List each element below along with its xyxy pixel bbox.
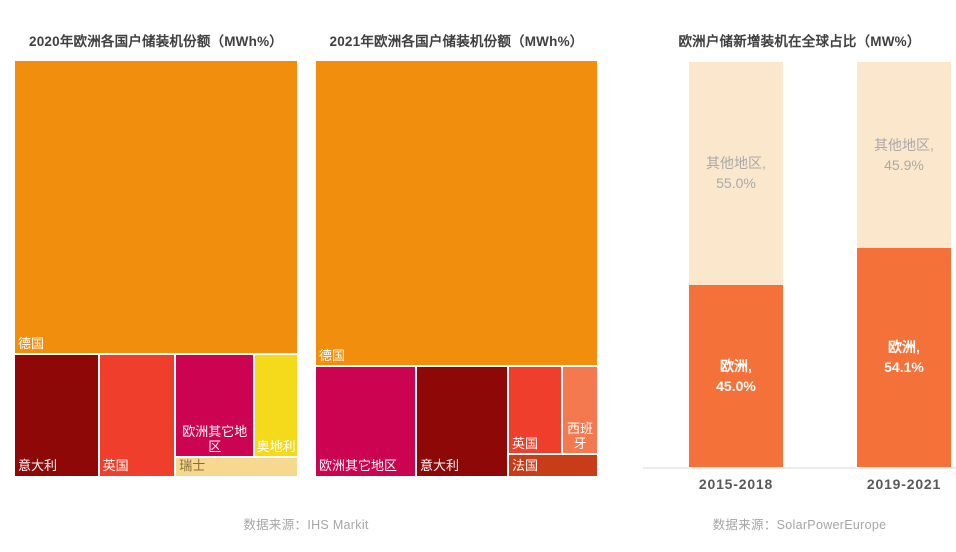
stacked-bar-2015-2018[interactable]: 其他地区, 55.0% 欧洲, 45.0%: [689, 62, 783, 467]
bar-segment[interactable]: 其他地区, 55.0%: [689, 62, 783, 285]
x-axis-line: [643, 467, 956, 469]
bar-segment[interactable]: 欧洲, 54.1%: [857, 247, 951, 467]
bar-chart-title: 欧洲户储新增装机在全球占比（MW%）: [678, 34, 921, 49]
tile-label: 奥地利: [256, 438, 296, 454]
bar-segment-label: 其他地区, 45.9%: [874, 136, 934, 173]
stacked-bar-chart: 其他地区, 55.0% 欧洲, 45.0% 其他地区, 45.9% 欧洲, 54.1%…: [643, 60, 956, 493]
treemap-tile[interactable]: 法国: [508, 454, 598, 477]
bar-segment[interactable]: 其他地区, 45.9%: [857, 62, 951, 248]
tile-label: 德国: [319, 347, 346, 363]
treemap-tile[interactable]: 奥地利: [254, 354, 298, 458]
bar-segment[interactable]: 欧洲, 45.0%: [689, 284, 783, 467]
treemap-2020: 德国意大利 英国 欧洲其它地区 奥地利瑞士: [14, 60, 298, 477]
treemap-tile[interactable]: 德国: [14, 60, 298, 355]
treemap-tile[interactable]: 意大利: [416, 366, 508, 477]
treemap-2020-title: 2020年欧洲各国户储装机份额（MWh%）: [29, 34, 283, 49]
bar-segment-label: 其他地区, 55.0%: [706, 155, 766, 192]
tile-label: 西班牙: [567, 421, 594, 451]
tile-label: 法国: [512, 458, 539, 474]
tile-label: 意大利: [420, 458, 460, 474]
treemap-tile[interactable]: 意大利: [14, 354, 99, 477]
bar-segment-label: 欧洲, 54.1%: [884, 339, 924, 376]
bar-segment-label: 欧洲, 45.0%: [716, 357, 756, 394]
treemap-2021-title: 2021年欧洲各国户储装机份额（MWh%）: [329, 34, 584, 49]
tile-label: 英国: [512, 435, 539, 451]
treemap-tile[interactable]: 英国: [98, 354, 176, 477]
stacked-bar-2019-2021[interactable]: 其他地区, 45.9% 欧洲, 54.1%: [857, 62, 951, 467]
treemap-tile[interactable]: 英国: [508, 366, 563, 455]
tile-label: 德国: [18, 335, 45, 351]
treemap-tile[interactable]: 瑞士: [175, 457, 298, 477]
x-tick-2019-2021: 2019-2021: [866, 476, 942, 492]
treemap-tile[interactable]: 欧洲其它地区: [175, 354, 255, 458]
data-source-right: 数据来源：SolarPowerEurope: [712, 518, 887, 532]
treemap-2021: 德国欧洲其它地区 意大利 英国 西班牙法国: [315, 60, 598, 477]
data-source-left: 数据来源：IHS Markit: [243, 518, 369, 532]
treemap-tile[interactable]: 德国: [315, 60, 598, 367]
tile-label: 瑞士: [179, 458, 206, 474]
treemap-tile[interactable]: 西班牙: [562, 366, 598, 455]
tile-label: 欧洲其它地区: [182, 424, 248, 454]
x-tick-2015-2018: 2015-2018: [698, 476, 774, 492]
tile-label: 英国: [102, 458, 129, 474]
tile-label: 意大利: [18, 458, 58, 474]
treemap-tile[interactable]: 欧洲其它地区: [315, 366, 417, 477]
tile-label: 欧洲其它地区: [319, 458, 398, 474]
